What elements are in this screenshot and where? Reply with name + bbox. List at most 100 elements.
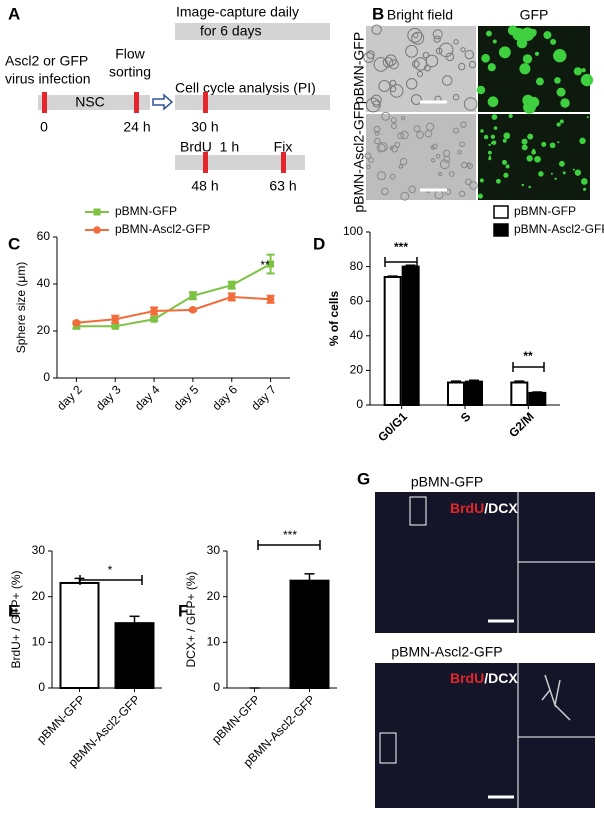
gfp-blob <box>556 87 566 97</box>
y-tick-label: 0 <box>43 370 50 384</box>
cell-blob <box>416 70 424 78</box>
cell-blob <box>411 60 420 68</box>
gfp-blob <box>487 96 499 108</box>
cell-blob <box>469 181 478 190</box>
row-header: pBMN-Ascl2-GFP <box>351 101 367 212</box>
cell-blob <box>381 187 389 196</box>
cell-blob <box>424 129 433 138</box>
gfp-blob <box>535 77 544 86</box>
bar <box>59 581 100 690</box>
cell-blob <box>457 149 462 155</box>
cell-blob <box>382 57 394 68</box>
gfp-blob <box>491 140 497 145</box>
gfp-blob <box>503 132 511 140</box>
gfp-blob <box>527 133 534 140</box>
panel-label: G <box>357 469 370 488</box>
gfp-blob <box>538 171 544 177</box>
cell-blob <box>399 157 408 166</box>
gfp-blob <box>492 39 497 44</box>
y-tick-label: 60 <box>37 229 51 243</box>
point <box>150 315 158 323</box>
cell-blob <box>405 44 418 58</box>
cell-blob <box>397 132 405 140</box>
cell-blob <box>460 47 466 53</box>
gfp-blob <box>477 193 483 199</box>
x-tick-label: G2/M <box>506 409 537 440</box>
significance: ** <box>260 258 270 272</box>
significance: * <box>108 563 113 577</box>
gfp-blob <box>486 30 492 37</box>
time-marker <box>281 152 286 173</box>
step-text: for 6 days <box>200 23 261 39</box>
gfp-blob <box>495 178 501 184</box>
gfp-blob <box>508 113 513 119</box>
gfp-blob <box>481 53 490 63</box>
gfp-blob <box>574 169 582 176</box>
step-text: Cell cycle analysis (PI) <box>175 80 316 96</box>
cell-blob <box>422 51 430 59</box>
gfp-blob <box>488 143 491 147</box>
y-tick-label: 60 <box>350 293 364 307</box>
gfp-blob <box>559 119 564 124</box>
cell-blob <box>389 173 396 180</box>
cell-blob <box>439 159 450 170</box>
bar <box>289 579 330 690</box>
y-axis-label: DCX+ / GFP+ (%) <box>184 571 198 667</box>
gfp-blob <box>579 137 586 145</box>
cell-blob <box>463 97 478 111</box>
y-tick-label: 30 <box>32 543 46 557</box>
point <box>189 306 197 314</box>
cell-blob <box>400 191 410 201</box>
point <box>189 292 197 300</box>
cell-blob <box>407 27 423 43</box>
cell-blob <box>413 57 428 71</box>
time-label: 63 h <box>269 178 296 194</box>
gfp-blob <box>493 126 498 130</box>
neuron <box>541 674 571 721</box>
gfp-blob <box>541 141 547 147</box>
legend-marker <box>93 208 101 216</box>
inset-box <box>409 496 427 526</box>
cell-blob <box>373 125 381 133</box>
point <box>227 293 236 301</box>
bar <box>447 381 465 407</box>
x-tick-label: day 5 <box>171 382 202 413</box>
cell-blob <box>378 79 391 92</box>
gfp-blob <box>487 63 496 72</box>
cell-blob <box>368 157 374 163</box>
cell-blob <box>453 39 459 45</box>
cell-blob <box>460 121 467 128</box>
gfp-blob <box>491 114 498 120</box>
gfp-blob <box>521 144 528 151</box>
cell-blob <box>400 116 406 121</box>
time-marker <box>203 152 208 173</box>
column-header: GFP <box>520 7 549 23</box>
gfp-blob <box>584 79 590 85</box>
gfp-blob <box>476 85 486 95</box>
point <box>111 322 119 330</box>
significance: *** <box>283 528 297 542</box>
gfp-blob <box>487 150 492 155</box>
x-tick-label: G0/G1 <box>375 409 410 444</box>
bar <box>510 381 529 407</box>
step-text: virus infection <box>5 71 91 87</box>
y-tick-label: 20 <box>207 589 221 603</box>
row-header: pBMN-GFP <box>351 32 367 104</box>
cell-blob <box>413 125 421 133</box>
step-text: BrdU 1 h <box>180 139 239 155</box>
cell-blob <box>405 78 418 90</box>
cell-blob <box>384 54 397 67</box>
cell-blob <box>394 141 401 148</box>
gfp-blob <box>531 149 537 155</box>
cell-blob <box>416 130 425 139</box>
gfp-blob <box>586 116 589 119</box>
cell-blob <box>465 178 472 186</box>
point <box>111 315 120 324</box>
timeline-bar <box>175 23 330 40</box>
cell-blob <box>376 171 387 181</box>
gfp-blob <box>522 54 533 64</box>
cell-blob <box>408 185 416 194</box>
panel-label: D <box>313 234 325 253</box>
bar <box>401 265 420 406</box>
